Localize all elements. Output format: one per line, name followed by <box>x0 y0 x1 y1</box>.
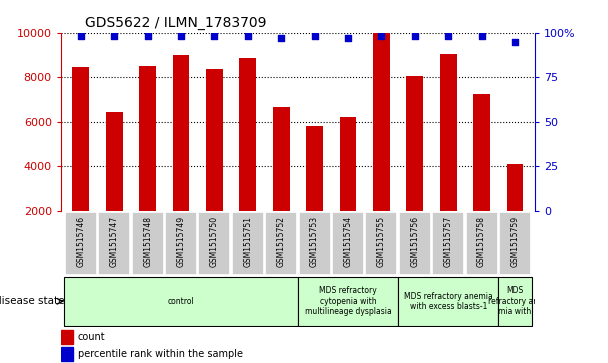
Text: GSM1515746: GSM1515746 <box>77 216 85 268</box>
Point <box>443 33 453 39</box>
Bar <box>340 117 356 211</box>
Bar <box>206 69 223 211</box>
Text: GSM1515757: GSM1515757 <box>444 216 453 268</box>
Bar <box>139 66 156 211</box>
Bar <box>131 212 164 274</box>
Bar <box>299 212 331 274</box>
Bar <box>61 330 73 344</box>
Bar <box>298 277 398 326</box>
Point <box>309 33 319 39</box>
Bar <box>499 277 532 326</box>
Bar <box>64 277 298 326</box>
Bar <box>466 212 497 274</box>
Bar <box>273 107 289 211</box>
Bar <box>332 212 364 274</box>
Bar <box>407 76 423 211</box>
Text: GSM1515756: GSM1515756 <box>410 216 420 268</box>
Bar <box>65 212 97 274</box>
Bar <box>72 67 89 211</box>
Bar <box>165 212 197 274</box>
Text: count: count <box>78 332 105 342</box>
Text: MDS
refractory ane
mia with: MDS refractory ane mia with <box>488 286 542 316</box>
Text: GSM1515751: GSM1515751 <box>243 216 252 268</box>
Bar <box>440 54 457 211</box>
Text: GSM1515753: GSM1515753 <box>310 216 319 268</box>
Text: MDS refractory anemia
with excess blasts-1: MDS refractory anemia with excess blasts… <box>404 291 492 311</box>
Text: disease state: disease state <box>0 296 64 306</box>
Point <box>277 35 286 41</box>
Point <box>243 33 253 39</box>
Text: GSM1515755: GSM1515755 <box>377 216 386 268</box>
Text: GSM1515752: GSM1515752 <box>277 216 286 268</box>
Text: percentile rank within the sample: percentile rank within the sample <box>78 349 243 359</box>
Bar <box>506 164 523 211</box>
Bar <box>106 111 123 211</box>
Text: GSM1515758: GSM1515758 <box>477 216 486 268</box>
Bar <box>198 212 230 274</box>
Point <box>143 33 153 39</box>
Bar <box>373 26 390 211</box>
Point <box>76 33 86 39</box>
Point <box>343 35 353 41</box>
Bar <box>398 277 499 326</box>
Bar <box>265 212 297 274</box>
Text: GSM1515754: GSM1515754 <box>344 216 353 268</box>
Point <box>477 33 486 39</box>
Point <box>176 33 186 39</box>
Bar <box>173 55 189 211</box>
Bar <box>98 212 130 274</box>
Bar <box>61 347 73 361</box>
Point <box>210 33 219 39</box>
Text: GSM1515748: GSM1515748 <box>143 216 152 268</box>
Bar <box>232 212 264 274</box>
Point <box>510 38 520 44</box>
Text: GSM1515747: GSM1515747 <box>109 216 119 268</box>
Text: GDS5622 / ILMN_1783709: GDS5622 / ILMN_1783709 <box>85 16 266 30</box>
Text: GSM1515759: GSM1515759 <box>511 216 519 268</box>
Bar <box>399 212 431 274</box>
Bar <box>432 212 465 274</box>
Text: MDS refractory
cytopenia with
multilineage dysplasia: MDS refractory cytopenia with multilinea… <box>305 286 392 316</box>
Point <box>376 33 386 39</box>
Bar <box>306 126 323 211</box>
Text: GSM1515750: GSM1515750 <box>210 216 219 268</box>
Point <box>109 33 119 39</box>
Bar <box>473 94 490 211</box>
Point <box>410 33 420 39</box>
Text: GSM1515749: GSM1515749 <box>176 216 185 268</box>
Text: control: control <box>168 297 195 306</box>
Bar <box>365 212 398 274</box>
Bar <box>499 212 531 274</box>
Bar <box>240 58 256 211</box>
